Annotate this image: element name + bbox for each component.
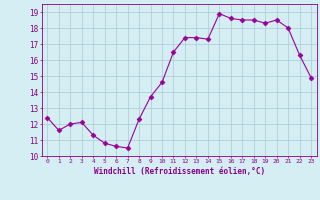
X-axis label: Windchill (Refroidissement éolien,°C): Windchill (Refroidissement éolien,°C) — [94, 167, 265, 176]
